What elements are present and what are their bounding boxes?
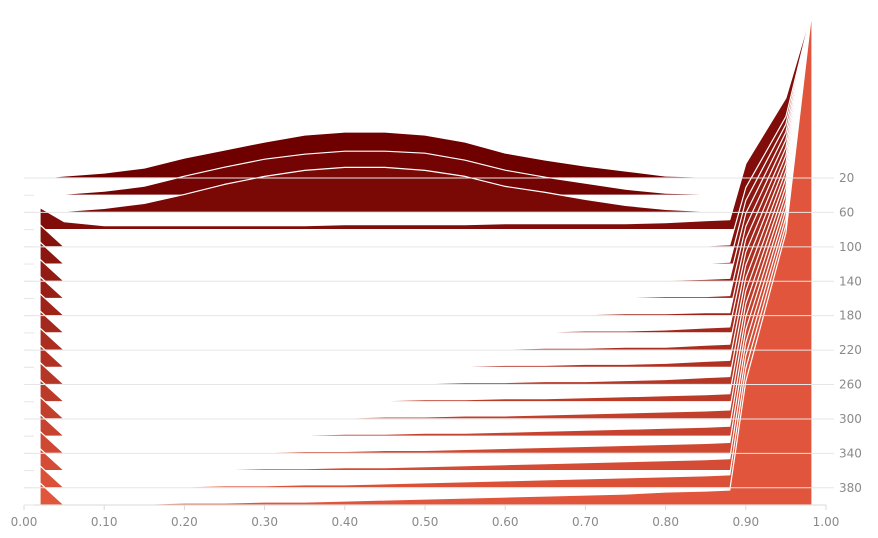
ridge-series-group [39,9,813,506]
y-tick-label: 260 [839,378,862,392]
x-tick-label: 0.10 [91,515,118,529]
ridge-area-row-15 [39,9,813,437]
x-tick-label: 0.50 [412,515,439,529]
y-tick-label: 140 [839,274,862,288]
x-tick-label: 0.20 [171,515,198,529]
y-tick-label: 300 [839,412,862,426]
y-tick-label: 100 [839,240,862,254]
y-tick-label: 60 [839,205,854,219]
x-tick-label: 0.70 [572,515,599,529]
x-axis: 0.00 0.10 0.20 0.30 0.40 0.50 0.60 0.70 0.80 0.90… [11,504,840,529]
y-tick-label: 20 [839,171,854,185]
ridge-area-row-17 [39,9,813,472]
x-tick-label: 0.00 [11,515,38,529]
ridge-area-row-7 [39,9,813,300]
x-tick-label: 0.40 [331,515,358,529]
y-axis: 20 60 100 140 180 220 260 300 340 380 [24,171,862,506]
ridge-area-row-16 [39,9,813,454]
ridge-area-row-11 [39,9,813,368]
ridge-area-row-9 [39,9,813,334]
ridge-area-row-18 [39,9,813,489]
ridge-area-row-13 [39,9,813,403]
x-tick-label: 1.00 [813,515,840,529]
y-tick-label: 180 [839,309,862,323]
x-tick-label: 0.30 [251,515,278,529]
x-tick-label: 0.80 [652,515,679,529]
x-tick-label: 0.90 [732,515,759,529]
x-tick-label: 0.60 [492,515,519,529]
ridge-area-row-19 [39,9,813,506]
ridge-area-row-3 [39,9,813,231]
ridge-area-row-14 [39,9,813,420]
ridge-area-row-5 [39,9,813,265]
y-tick-label: 380 [839,481,862,495]
y-tick-label: 340 [839,446,862,460]
y-tick-label: 220 [839,343,862,357]
